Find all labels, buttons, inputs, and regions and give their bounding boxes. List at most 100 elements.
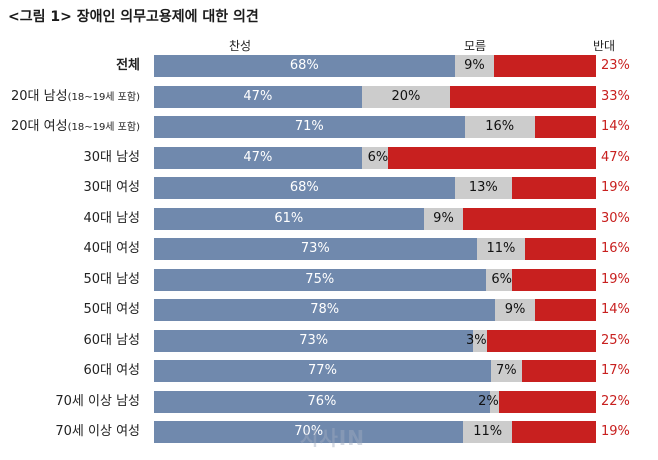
row-label-text: 30대 남성 <box>83 150 140 165</box>
row-label: 전체 <box>116 55 140 77</box>
row-label-text: 50대 남성 <box>83 272 140 287</box>
bar-row: 61% 9% <box>154 208 596 230</box>
bar-row: 68% 9% <box>154 55 596 77</box>
row-label: 40대 여성 <box>83 238 140 260</box>
data-label: 70% <box>294 424 324 439</box>
row-label: 30대 여성 <box>83 177 140 199</box>
bar-segment-unknown: 7% <box>490 360 522 382</box>
row-label: 20대 남성(18~19세 포함) <box>11 86 140 109</box>
data-label: 77% <box>308 363 337 378</box>
row-label-sub: (18~19세 포함) <box>67 122 140 133</box>
bar-segment-unknown: 9% <box>454 55 495 77</box>
row-label: 40대 남성 <box>83 208 140 230</box>
bar-row: 70% 11% <box>154 421 596 443</box>
row-label-text: 50대 여성 <box>83 302 140 317</box>
row-label-text: 전체 <box>116 58 140 73</box>
data-label: 68% <box>289 180 319 195</box>
data-label: 7% <box>495 363 517 378</box>
bar-segment-agree: 75% <box>154 269 486 291</box>
data-label: 47% <box>243 89 273 104</box>
bar-row: 71% 16% <box>154 116 596 138</box>
bar-segment-unknown: 3% <box>466 330 487 352</box>
data-label: 61% <box>274 211 304 226</box>
data-label: 11% <box>486 241 516 256</box>
data-label: 9% <box>464 58 485 73</box>
bar-segment-agree: 61% <box>154 208 424 230</box>
data-label-disagree: 22% <box>601 394 630 409</box>
bar-segment-unknown: 6% <box>361 147 389 169</box>
data-label-disagree: 19% <box>601 272 630 287</box>
bar-segment-unknown: 11% <box>476 238 526 260</box>
data-label: 6% <box>491 272 513 287</box>
row-label: 30대 남성 <box>83 147 140 169</box>
data-label-disagree: 47% <box>601 150 630 165</box>
row-label: 50대 여성 <box>83 299 140 321</box>
data-label: 68% <box>289 58 319 73</box>
legend-agree: 찬성 <box>228 39 252 53</box>
bar-row: 73% 3% <box>154 330 596 352</box>
row-label-text: 20대 남성 <box>11 89 68 104</box>
bar-row: 47% 6% <box>154 147 596 169</box>
row-label: 50대 남성 <box>83 269 140 291</box>
data-label-disagree: 19% <box>601 180 630 195</box>
legend-unknown: 모름 <box>463 39 487 53</box>
row-label-text: 40대 여성 <box>83 241 140 256</box>
bar-segment-disagree <box>388 147 596 169</box>
bar-segment-agree: 47% <box>154 86 362 108</box>
data-label: 11% <box>473 424 503 439</box>
row-label-sub: (18~19세 포함) <box>67 92 140 103</box>
row-label-text: 70세 이상 남성 <box>55 394 140 409</box>
row-label-text: 60대 여성 <box>83 363 140 378</box>
row-label-text: 40대 남성 <box>83 211 140 226</box>
data-label-disagree: 25% <box>601 333 630 348</box>
bar-row: 75% 6% <box>154 269 596 291</box>
data-label: 9% <box>433 211 454 226</box>
bar-segment-disagree <box>521 360 596 382</box>
data-label: 6% <box>367 150 389 165</box>
legend-disagree: 반대 <box>592 39 616 53</box>
data-label: 71% <box>294 119 324 134</box>
bar-row: 68% 13% <box>154 177 596 199</box>
row-label: 20대 여성(18~19세 포함) <box>11 116 140 139</box>
bar-segment-disagree <box>498 391 596 413</box>
bar-segment-unknown: 2% <box>478 391 499 413</box>
data-label: 75% <box>305 272 335 287</box>
chart-title: <그림 1> 장애인 의무고용제에 대한 의견 <box>8 9 259 25</box>
data-label: 20% <box>391 89 421 104</box>
bar-row: 47% 20% <box>154 86 596 108</box>
watermark-logo: 시사IN <box>300 426 365 450</box>
bar-segment-agree: 68% <box>154 177 455 199</box>
bar-row: 76% 2% <box>154 391 596 413</box>
data-label-disagree: 19% <box>601 424 630 439</box>
data-label: 13% <box>468 180 498 195</box>
bar-segment-agree: 47% <box>154 147 362 169</box>
row-label: 70세 이상 여성 <box>55 421 140 443</box>
bar-segment-agree: 71% <box>154 116 465 138</box>
data-label: 47% <box>243 150 273 165</box>
data-label: 73% <box>299 333 329 348</box>
data-label-disagree: 23% <box>601 58 630 73</box>
bar-segment-agree: 73% <box>154 330 474 352</box>
bar-segment-agree: 76% <box>154 391 490 413</box>
bar-segment-agree: 78% <box>154 299 496 321</box>
bar-segment-agree: 77% <box>154 360 491 382</box>
data-label-disagree: 30% <box>601 211 630 226</box>
data-label: 3% <box>465 333 487 348</box>
row-label-text: 20대 여성 <box>11 119 68 134</box>
bar-segment-disagree <box>534 116 596 138</box>
bar-row: 77% 7% <box>154 360 596 382</box>
data-label-disagree: 14% <box>601 302 630 317</box>
bar-segment-disagree <box>463 208 596 230</box>
bar-segment-unknown: 9% <box>495 299 535 321</box>
row-label: 60대 남성 <box>83 330 140 352</box>
bar-segment-disagree <box>450 86 596 108</box>
data-label-disagree: 33% <box>601 89 630 104</box>
bar-segment-unknown: 16% <box>464 116 535 138</box>
row-label-text: 70세 이상 여성 <box>55 424 140 439</box>
data-label-disagree: 14% <box>601 119 630 134</box>
bar-segment-agree: 68% <box>154 55 455 77</box>
data-label: 9% <box>504 302 526 317</box>
data-label: 16% <box>485 119 515 134</box>
data-label: 76% <box>307 394 337 409</box>
bar-segment-agree: 70% <box>154 421 464 443</box>
